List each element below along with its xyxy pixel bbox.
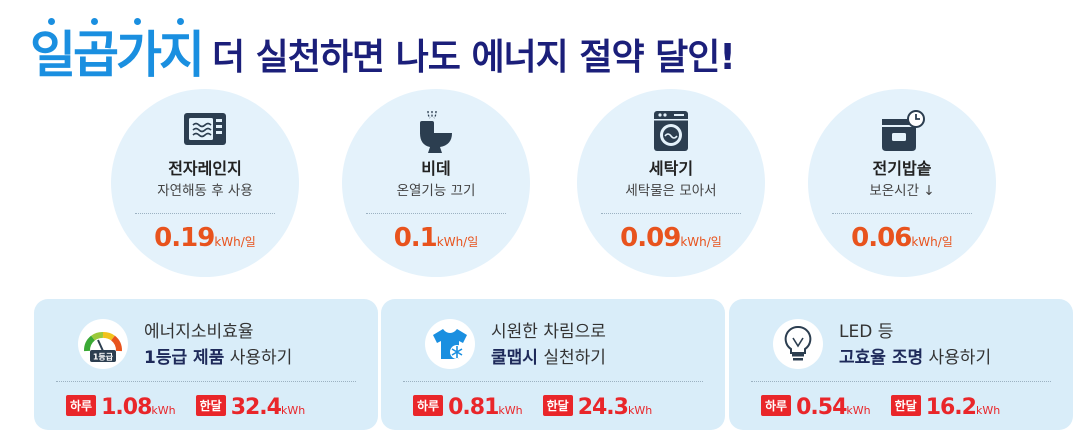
icon-badge: 1등급: [78, 319, 128, 369]
tip-box-efficiency: 1등급 에너지소비효율 1등급 제품 사용하기 하루 1.08 kWh 한달 32…: [34, 299, 378, 430]
rice-cooker-icon: [882, 110, 925, 151]
savings-value: 0.1kWh/일: [393, 223, 479, 253]
month-tag: 한달: [195, 395, 226, 416]
tip-card-bidet: 비데 온열기능 끄기 0.1kWh/일: [342, 89, 530, 277]
day-value: 1.08: [101, 395, 152, 420]
day-tag: 하루: [66, 395, 97, 416]
icon-badge: [773, 319, 823, 369]
day-value: 0.54: [796, 395, 847, 420]
tip-line1: 에너지소비효율: [144, 322, 254, 342]
tip-box-coolbiz: 시원한 차림으로 쿨맵시 실천하기 하루 0.81 kWh 한달 24.3 kWh: [381, 299, 725, 430]
savings-row: 하루 0.54 kWh 한달 16.2 kWh: [761, 395, 1020, 420]
day-tag: 하루: [761, 395, 792, 416]
appliance-name: 비데: [421, 159, 451, 178]
page-title: 일곱가지 더 실천하면 나도 에너지 절약 달인!: [30, 10, 736, 80]
icon-badge: [425, 319, 475, 369]
tip-card-rice-cooker: 전기밥솥 보온시간 ↓ 0.06kWh/일: [808, 89, 996, 277]
tip-card-washer: 세탁기 세탁물은 모아서 0.09kWh/일: [577, 89, 765, 277]
day-value: 0.81: [448, 395, 499, 420]
tip-line2: 1등급 제품 사용하기: [144, 348, 293, 368]
title-highlight: 일곱가지: [30, 18, 205, 80]
appliance-name: 전기밥솥: [872, 159, 932, 178]
tip-line2: 고효율 조명 사용하기: [839, 348, 992, 368]
microwave-icon: [184, 113, 226, 145]
savings-row: 하루 0.81 kWh 한달 24.3 kWh: [413, 395, 672, 420]
efficiency-gauge-icon: 1등급: [84, 332, 122, 362]
savings-row: 하루 1.08 kWh 한달 32.4 kWh: [66, 395, 325, 420]
tip-line1: 시원한 차림으로: [491, 322, 606, 342]
appliance-tip: 자연해동 후 사용: [157, 183, 253, 199]
month-tag: 한달: [890, 395, 921, 416]
tip-line1: LED 등: [839, 322, 894, 342]
appliance-name: 세탁기: [648, 159, 694, 178]
tip-card-microwave: 전자레인지 자연해동 후 사용 0.19kWh/일: [111, 89, 299, 277]
divider: [366, 213, 506, 214]
divider: [832, 213, 972, 214]
bidet-icon: [420, 110, 452, 153]
tip-box-led: LED 등 고효율 조명 사용하기 하루 0.54 kWh 한달 16.2 kWh: [729, 299, 1073, 430]
cool-shirt-icon: [433, 329, 467, 359]
appliance-name: 전자레인지: [168, 159, 242, 178]
gauge-label: 1등급: [93, 353, 114, 362]
month-tag: 한달: [542, 395, 573, 416]
savings-value: 0.06kWh/일: [851, 223, 953, 253]
savings-value: 0.19kWh/일: [154, 223, 256, 253]
day-tag: 하루: [413, 395, 444, 416]
divider: [56, 381, 356, 382]
emphasis-dots: [30, 18, 202, 25]
tip-line2: 쿨맵시 실천하기: [491, 348, 606, 368]
appliance-tip: 보온시간 ↓: [869, 183, 935, 199]
led-bulb-icon: [784, 325, 812, 361]
divider: [135, 213, 275, 214]
month-value: 32.4: [230, 395, 282, 420]
divider: [751, 381, 1051, 382]
month-value: 16.2: [925, 395, 977, 420]
washing-machine-icon: [654, 111, 688, 151]
savings-value: 0.09kWh/일: [620, 223, 722, 253]
title-text: 더 실천하면 나도 에너지 절약 달인!: [212, 37, 736, 78]
appliance-tip: 세탁물은 모아서: [625, 183, 717, 199]
appliance-tip: 온열기능 끄기: [396, 183, 476, 199]
month-value: 24.3: [577, 395, 629, 420]
divider: [403, 381, 703, 382]
divider: [601, 213, 741, 214]
